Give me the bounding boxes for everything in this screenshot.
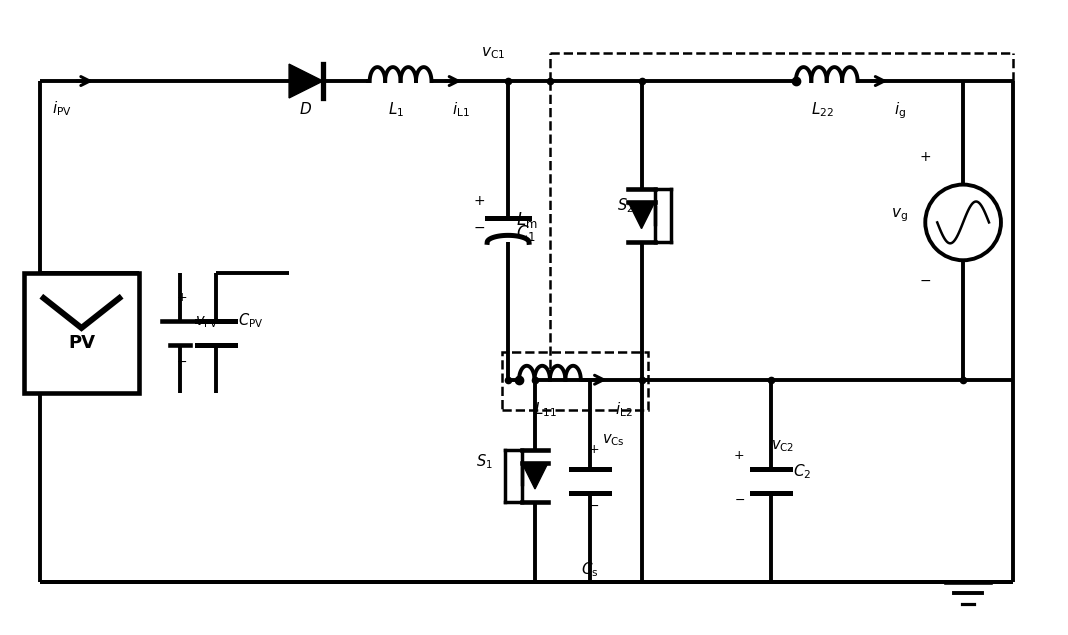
Text: $i_{\mathrm{L1}}$: $i_{\mathrm{L1}}$ bbox=[453, 100, 470, 119]
Text: $+$: $+$ bbox=[734, 449, 744, 462]
Text: $D$: $D$ bbox=[299, 101, 313, 117]
Text: $+$: $+$ bbox=[588, 443, 599, 456]
Text: $v_{\mathrm{Cs}}$: $v_{\mathrm{Cs}}$ bbox=[601, 432, 625, 448]
Text: $-$: $-$ bbox=[734, 493, 744, 505]
Text: $+$: $+$ bbox=[920, 150, 931, 164]
Text: $S_1$: $S_1$ bbox=[476, 452, 493, 471]
Polygon shape bbox=[522, 463, 548, 489]
Text: $i_{\mathrm{L2}}$: $i_{\mathrm{L2}}$ bbox=[615, 401, 632, 419]
Polygon shape bbox=[628, 203, 655, 229]
Text: $i_{\mathrm{g}}$: $i_{\mathrm{g}}$ bbox=[894, 100, 907, 121]
Text: $C_1$: $C_1$ bbox=[516, 224, 536, 243]
Text: $-$: $-$ bbox=[588, 498, 599, 512]
Text: $v_{\mathrm{C2}}$: $v_{\mathrm{C2}}$ bbox=[771, 438, 795, 453]
Text: $i_{\mathrm{PV}}$: $i_{\mathrm{PV}}$ bbox=[52, 99, 72, 117]
Text: $L_{22}$: $L_{22}$ bbox=[812, 100, 834, 119]
Text: $-$: $-$ bbox=[920, 273, 931, 287]
Text: $S_2$: $S_2$ bbox=[617, 196, 633, 215]
Text: $v_{\mathrm{g}}$: $v_{\mathrm{g}}$ bbox=[892, 206, 909, 224]
Text: $L_1$: $L_1$ bbox=[389, 100, 405, 119]
Text: $v_{\mathrm{PV}}$: $v_{\mathrm{PV}}$ bbox=[195, 314, 219, 330]
Text: $C_2$: $C_2$ bbox=[792, 462, 812, 481]
Text: $C_{\mathrm{PV}}$: $C_{\mathrm{PV}}$ bbox=[238, 311, 264, 330]
Text: PV: PV bbox=[68, 334, 95, 352]
Text: $+$: $+$ bbox=[473, 194, 485, 208]
Text: $-$: $-$ bbox=[473, 219, 485, 234]
Text: $+$: $+$ bbox=[176, 291, 187, 304]
Text: $-$: $-$ bbox=[176, 355, 187, 368]
Text: $L_{11}$: $L_{11}$ bbox=[534, 401, 557, 419]
Text: $v_{\mathrm{C1}}$: $v_{\mathrm{C1}}$ bbox=[481, 45, 505, 61]
Text: $C_{\mathrm{s}}$: $C_{\mathrm{s}}$ bbox=[581, 560, 598, 578]
Polygon shape bbox=[289, 64, 323, 98]
Bar bbox=[502, 352, 647, 410]
Bar bbox=[25, 273, 139, 392]
Text: $L_{\mathrm{m}}$: $L_{\mathrm{m}}$ bbox=[516, 210, 538, 231]
